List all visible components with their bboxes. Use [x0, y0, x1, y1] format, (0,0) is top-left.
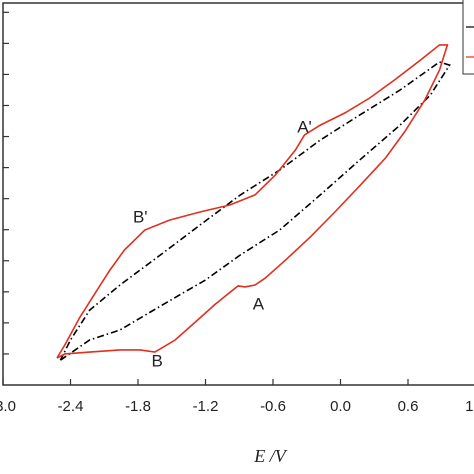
series-line	[59, 61, 451, 361]
x-tick-label: -3.0	[0, 398, 16, 415]
x-tick-label: 1.2	[465, 398, 474, 415]
series-line	[56, 44, 449, 359]
x-tick-label: -0.6	[260, 398, 286, 415]
x-tick-label: -1.8	[125, 398, 151, 415]
annotation: B'	[133, 207, 148, 226]
x-tick-label: -2.4	[58, 398, 84, 415]
x-axis-label: E /V	[253, 446, 287, 466]
legend-box	[462, 0, 474, 75]
annotation: A'	[297, 118, 312, 137]
x-tick-label: -1.2	[193, 398, 219, 415]
x-tick-label: 0.0	[330, 398, 351, 415]
plot-frame	[2, 2, 474, 386]
legend	[462, 0, 474, 75]
annotation: A	[253, 294, 265, 313]
x-tick-label: 0.6	[398, 398, 419, 415]
annotation: B	[151, 352, 162, 371]
